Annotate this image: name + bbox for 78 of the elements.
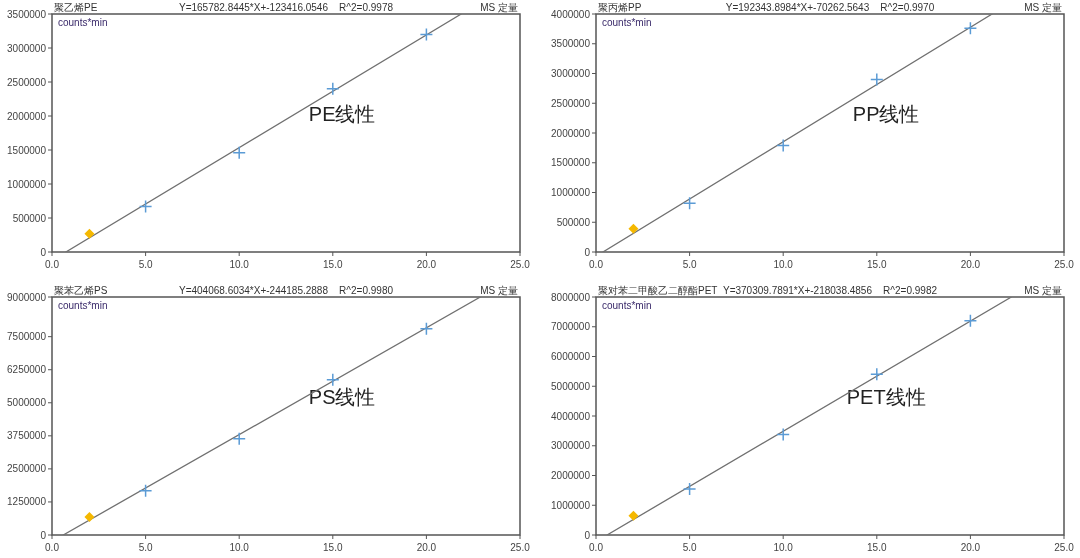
x-tick-label: 0.0 — [45, 259, 60, 270]
y-axis-title: counts*min — [58, 17, 108, 28]
y-axis-title: counts*min — [58, 300, 108, 311]
chart-title: 聚乙烯PE — [54, 2, 98, 13]
chart-subtitle: Y=370309.7891*X+-218038.4856 R^2=0.9982 — [722, 285, 938, 296]
y-tick-label: 1500000 — [7, 144, 47, 156]
y-tick-label: 9000000 — [7, 291, 47, 303]
x-tick-label: 20.0 — [416, 542, 437, 553]
x-tick-label: 10.0 — [229, 542, 250, 553]
y-tick-label: 1000000 — [7, 178, 47, 190]
x-tick-label: 5.0 — [682, 259, 697, 270]
x-tick-label: 5.0 — [138, 542, 153, 553]
annotation: PP线性 — [852, 103, 920, 126]
y-tick-label: 1000000 — [551, 187, 591, 198]
x-tick-label: 0.0 — [589, 259, 604, 270]
x-tick-label: 15.0 — [867, 259, 887, 270]
chart-title: 聚对苯二甲酸乙二醇酯PET — [598, 285, 718, 296]
x-tick-label: 20.0 — [960, 542, 981, 553]
y-tick-label: 3500000 — [7, 8, 47, 20]
y-tick-label: 7000000 — [551, 321, 591, 333]
text: MS 定量 — [1024, 285, 1062, 296]
chart-title: 聚丙烯PP — [598, 2, 642, 13]
y-tick-label: 2500000 — [551, 97, 591, 109]
chart-subtitle: Y=165782.8445*X+-123416.0546 R^2=0.9978 — [178, 2, 394, 13]
y-tick-label: 3000000 — [551, 440, 591, 452]
y-tick-label: 1250000 — [7, 496, 47, 508]
x-tick-label: 10.0 — [773, 542, 794, 553]
y-tick-label: 1500000 — [551, 157, 591, 169]
y-tick-label: 2500000 — [7, 76, 47, 88]
x-tick-label: 25.0 — [1054, 259, 1075, 270]
y-axis-title: counts*min — [602, 17, 652, 28]
x-tick-label: 5.0 — [682, 542, 697, 553]
y-tick-label: 5000000 — [551, 380, 591, 392]
x-tick-label: 25.0 — [510, 542, 531, 553]
y-tick-label: 2500000 — [7, 463, 47, 475]
y-tick-label: 3000000 — [551, 68, 591, 79]
text: MS 定量 — [1024, 2, 1062, 13]
annotation: PS线性 — [308, 386, 376, 409]
y-tick-label: 3000000 — [7, 42, 47, 54]
x-tick-label: 20.0 — [960, 259, 981, 270]
y-tick-label: 0 — [584, 246, 591, 258]
y-tick-label: 2000000 — [7, 110, 47, 122]
y-tick-label: 0 — [584, 529, 591, 541]
y-tick-label: 4000000 — [551, 8, 591, 20]
y-tick-label: 0 — [40, 246, 47, 258]
x-tick-label: 10.0 — [229, 259, 250, 270]
y-tick-label: 5000000 — [7, 397, 47, 409]
annotation: PET线性 — [846, 386, 926, 409]
y-tick-label: 6250000 — [7, 364, 47, 376]
y-tick-label: 1000000 — [551, 499, 591, 511]
y-tick-label: 500000 — [12, 212, 47, 224]
y-tick-label: 2000000 — [551, 470, 591, 481]
y-tick-label: 7500000 — [7, 331, 47, 343]
y-tick-label: 3500000 — [551, 38, 591, 50]
x-tick-label: 0.0 — [589, 542, 604, 553]
text: MS 定量 — [480, 285, 518, 296]
x-tick-label: 25.0 — [1054, 542, 1075, 553]
y-tick-label: 8000000 — [551, 291, 591, 303]
y-tick-label: 0 — [40, 529, 47, 541]
chart-subtitle: Y=192343.8984*X+-70262.5643 R^2=0.9970 — [725, 2, 935, 13]
chart-title: 聚苯乙烯PS — [54, 285, 108, 296]
x-tick-label: 0.0 — [45, 542, 60, 553]
y-tick-label: 500000 — [556, 216, 591, 228]
y-tick-label: 3750000 — [7, 430, 47, 442]
y-tick-label: 4000000 — [551, 410, 591, 422]
y-axis-title: counts*min — [602, 300, 652, 311]
x-tick-label: 15.0 — [867, 542, 887, 553]
y-tick-label: 2000000 — [551, 127, 591, 139]
y-tick-label: 6000000 — [551, 351, 591, 362]
annotation: PE线性 — [308, 103, 376, 126]
x-tick-label: 15.0 — [323, 542, 343, 553]
x-tick-label: 20.0 — [416, 259, 437, 270]
x-tick-label: 5.0 — [138, 259, 153, 270]
chart-subtitle: Y=404068.6034*X+-244185.2888 R^2=0.9980 — [178, 285, 394, 296]
x-tick-label: 10.0 — [773, 259, 794, 270]
x-tick-label: 25.0 — [510, 259, 531, 270]
x-tick-label: 15.0 — [323, 259, 343, 270]
text: MS 定量 — [480, 2, 518, 13]
